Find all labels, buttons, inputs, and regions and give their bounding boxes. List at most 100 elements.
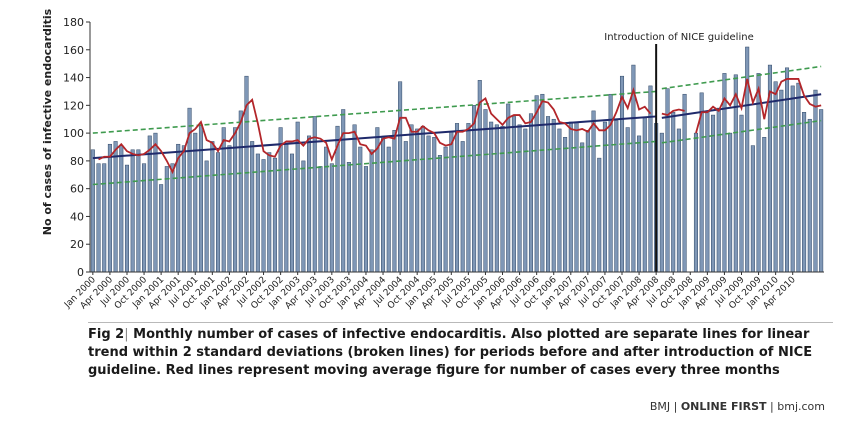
bar — [671, 112, 676, 273]
bar — [301, 160, 306, 273]
bar — [540, 93, 545, 273]
bar — [551, 118, 556, 273]
bar — [546, 116, 551, 273]
footer-site: bmj.com — [777, 400, 825, 413]
figure-label: Fig 2 — [88, 327, 125, 342]
journal-footer: BMJ | ONLINE FIRST | bmj.com — [650, 400, 825, 413]
footer-separator-2: | — [770, 400, 774, 413]
y-axis-label: No of cases of infective endocarditis — [41, 8, 54, 235]
footer-brand: BMJ — [649, 400, 671, 413]
bar — [563, 137, 568, 273]
bar — [517, 124, 522, 273]
bar — [119, 145, 124, 273]
bar — [437, 155, 442, 273]
y-tick-label: 80 — [70, 155, 84, 168]
figure-caption-text: Monthly number of cases of infective end… — [88, 327, 813, 378]
guideline-annotation: Introduction of NICE guideline — [604, 32, 753, 43]
bar — [750, 145, 755, 273]
bar — [807, 118, 812, 273]
bar — [779, 89, 784, 273]
bar — [523, 128, 528, 273]
bar — [500, 125, 505, 273]
bar — [369, 149, 374, 273]
bar — [381, 137, 386, 273]
bar — [420, 125, 425, 273]
y-tick-label: 180 — [63, 16, 84, 29]
bar — [130, 149, 135, 273]
bar — [198, 124, 203, 273]
bar — [802, 112, 807, 273]
bar — [227, 145, 232, 273]
bar — [637, 135, 642, 273]
bar — [676, 128, 681, 273]
bar — [591, 110, 596, 273]
y-tick-label: 0 — [77, 266, 84, 279]
bar — [728, 132, 733, 273]
bar — [272, 157, 277, 273]
bar — [733, 74, 738, 273]
bar — [318, 166, 323, 273]
bar — [295, 121, 300, 273]
bar — [250, 141, 255, 273]
y-tick-label: 100 — [63, 127, 84, 140]
bar — [113, 141, 118, 273]
footer-separator-1: | — [673, 400, 678, 413]
bar — [426, 135, 431, 273]
bar — [181, 145, 186, 273]
bar — [386, 146, 391, 273]
bar — [762, 137, 767, 273]
bar — [204, 160, 209, 273]
bar — [819, 109, 824, 273]
y-tick-label: 160 — [63, 44, 84, 57]
trend-lower-sd-after — [661, 119, 822, 144]
bar — [136, 149, 141, 273]
y-tick-label: 140 — [63, 72, 84, 85]
bar — [449, 131, 454, 273]
bar — [159, 184, 164, 273]
bar — [614, 120, 619, 273]
bar — [102, 163, 107, 273]
bar — [580, 142, 585, 273]
y-tick-label: 20 — [70, 238, 84, 251]
bar — [790, 85, 795, 273]
bar — [682, 93, 687, 273]
bar — [494, 124, 499, 273]
bar — [164, 166, 169, 273]
bar — [619, 75, 625, 273]
bar — [597, 157, 602, 273]
moving-average-group — [98, 78, 822, 175]
bar — [534, 95, 539, 273]
bar — [96, 163, 101, 273]
bar — [284, 143, 289, 273]
bar — [813, 89, 818, 273]
bar — [716, 107, 721, 273]
bar — [216, 152, 221, 273]
bar — [170, 163, 175, 273]
bar — [466, 123, 471, 273]
bar — [528, 113, 533, 273]
y-tick-label: 120 — [63, 99, 84, 112]
bar — [238, 110, 243, 273]
bar — [409, 124, 414, 273]
bar — [307, 135, 312, 273]
bar — [443, 146, 448, 273]
bar — [483, 109, 488, 273]
bar — [796, 82, 801, 273]
bar — [454, 123, 460, 273]
bar — [625, 127, 630, 273]
bar — [324, 146, 329, 273]
bar — [289, 153, 295, 273]
moving-average-line-before — [98, 86, 652, 175]
bar — [352, 124, 357, 273]
y-tick-label: 60 — [70, 183, 84, 196]
bar — [460, 141, 465, 273]
bar — [693, 132, 698, 273]
trend-upper-sd-before — [92, 90, 657, 134]
y-tick-label: 40 — [70, 210, 84, 223]
bar — [432, 137, 437, 273]
bar — [415, 128, 420, 273]
bar — [193, 132, 198, 273]
bar — [557, 128, 562, 273]
